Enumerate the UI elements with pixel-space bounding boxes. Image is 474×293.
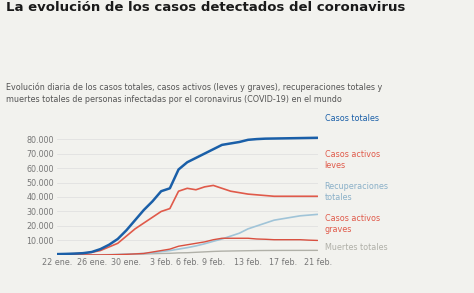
Text: Evolución diaria de los casos totales, casos activos (leves y graves), recuperac: Evolución diaria de los casos totales, c… bbox=[6, 82, 382, 104]
Text: Recuperaciones
totales: Recuperaciones totales bbox=[325, 182, 389, 202]
Text: Casos activos
graves: Casos activos graves bbox=[325, 214, 380, 234]
Text: Casos totales: Casos totales bbox=[325, 114, 379, 123]
Text: Muertes totales: Muertes totales bbox=[325, 243, 387, 252]
Text: Casos activos
leves: Casos activos leves bbox=[325, 150, 380, 170]
Text: La evolución de los casos detectados del coronavirus: La evolución de los casos detectados del… bbox=[6, 1, 405, 14]
